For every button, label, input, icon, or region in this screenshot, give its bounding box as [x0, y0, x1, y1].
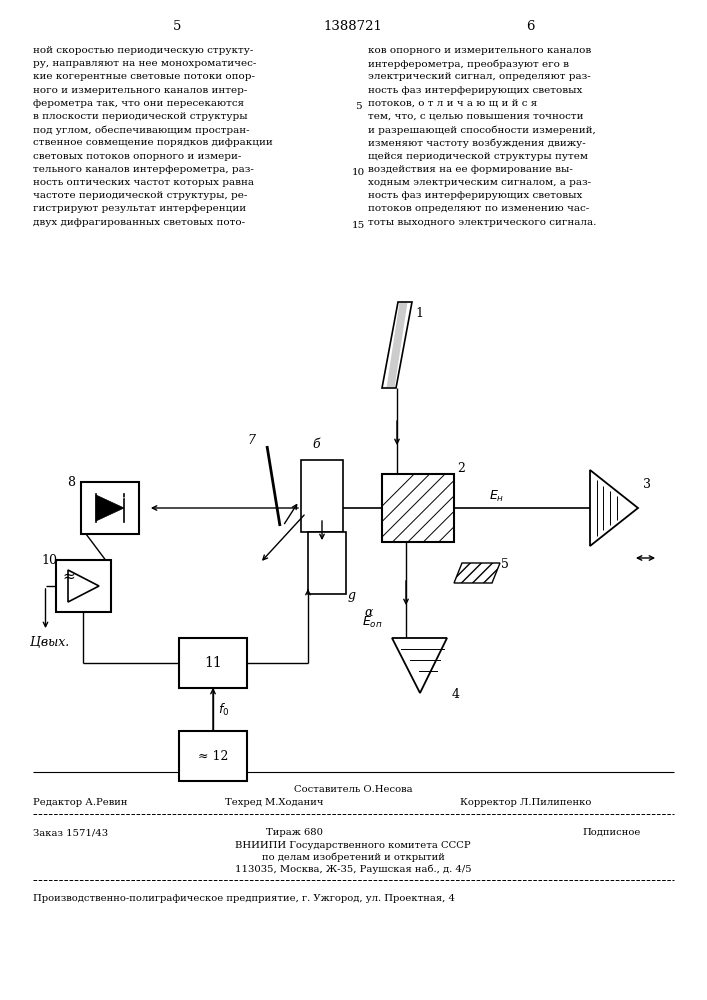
- Text: щейся периодической структуры путем: щейся периодической структуры путем: [368, 152, 588, 161]
- Text: 5: 5: [501, 558, 509, 571]
- Bar: [81, 482, 139, 534]
- Text: гистрируют результат интерференции: гистрируют результат интерференции: [33, 204, 246, 213]
- Text: 6: 6: [526, 19, 534, 32]
- Text: 10: 10: [351, 168, 365, 177]
- Polygon shape: [454, 563, 500, 583]
- Text: ≈ 12: ≈ 12: [198, 750, 228, 762]
- Text: Редактор А.Ревин: Редактор А.Ревин: [33, 798, 127, 807]
- Bar: [179, 731, 247, 781]
- Text: потоков, о т л и ч а ю щ и й с я: потоков, о т л и ч а ю щ и й с я: [368, 99, 537, 108]
- Text: ность оптических частот которых равна: ность оптических частот которых равна: [33, 178, 254, 187]
- Bar: [179, 638, 247, 688]
- Text: тоты выходного электрического сигнала.: тоты выходного электрического сигнала.: [368, 218, 597, 227]
- Text: тем, что, с целью повышения точности: тем, что, с целью повышения точности: [368, 112, 583, 121]
- Text: 11: 11: [204, 656, 222, 670]
- Text: воздействия на ее формирование вы-: воздействия на ее формирование вы-: [368, 165, 573, 174]
- Text: ного и измерительного каналов интер-: ного и измерительного каналов интер-: [33, 86, 247, 95]
- Text: 10: 10: [42, 554, 57, 567]
- Text: тельного каналов интерферометра, раз-: тельного каналов интерферометра, раз-: [33, 165, 254, 174]
- Text: и разрешающей способности измерений,: и разрешающей способности измерений,: [368, 125, 596, 135]
- Text: 3: 3: [643, 478, 651, 491]
- Text: Составитель О.Несова: Составитель О.Несова: [293, 785, 412, 794]
- Polygon shape: [68, 570, 99, 602]
- Polygon shape: [392, 638, 447, 693]
- Text: Тираж 680: Тираж 680: [267, 828, 324, 837]
- Text: 1388721: 1388721: [324, 19, 382, 32]
- Text: электрический сигнал, определяют раз-: электрический сигнал, определяют раз-: [368, 72, 591, 81]
- Bar: [56, 560, 110, 612]
- Text: Цвых.: Цвых.: [30, 636, 70, 649]
- Text: ≈: ≈: [62, 569, 75, 584]
- Text: ″: ″: [122, 496, 125, 505]
- Text: $f_0$: $f_0$: [218, 701, 229, 718]
- Text: под углом, обеспечивающим простран-: под углом, обеспечивающим простран-: [33, 125, 250, 135]
- Text: 15: 15: [351, 221, 365, 230]
- Bar: [301, 460, 343, 532]
- Text: кие когерентные световые потоки опор-: кие когерентные световые потоки опор-: [33, 72, 255, 81]
- Text: Производственно-полиграфическое предприятие, г. Ужгород, ул. Проектная, 4: Производственно-полиграфическое предприя…: [33, 894, 455, 903]
- Text: двух дифрагированных световых пото-: двух дифрагированных световых пото-: [33, 218, 245, 227]
- Polygon shape: [590, 470, 638, 546]
- Text: Корректор Л.Пилипенко: Корректор Л.Пилипенко: [460, 798, 591, 807]
- Text: ков опорного и измерительного каналов: ков опорного и измерительного каналов: [368, 46, 591, 55]
- Text: 1: 1: [415, 307, 423, 320]
- Text: α: α: [364, 606, 373, 619]
- Text: 8: 8: [67, 476, 75, 489]
- Text: 5: 5: [173, 19, 181, 32]
- Text: Заказ 1571/43: Заказ 1571/43: [33, 828, 108, 837]
- Text: по делам изобретений и открытий: по делам изобретений и открытий: [262, 853, 445, 862]
- Polygon shape: [382, 302, 412, 388]
- Text: 113035, Москва, Ж-35, Раушская наб., д. 4/5: 113035, Москва, Ж-35, Раушская наб., д. …: [235, 865, 472, 874]
- Text: интерферометра, преобразуют его в: интерферометра, преобразуют его в: [368, 59, 569, 69]
- Text: ВНИИПИ Государственного комитета СССР: ВНИИПИ Государственного комитета СССР: [235, 841, 471, 850]
- Polygon shape: [387, 303, 407, 387]
- Text: Подписное: Подписное: [583, 828, 641, 837]
- Text: в плоскости периодической структуры: в плоскости периодической структуры: [33, 112, 247, 121]
- Text: ферометра так, что они пересекаются: ферометра так, что они пересекаются: [33, 99, 244, 108]
- Text: Техред М.Ходанич: Техред М.Ходанич: [225, 798, 324, 807]
- Text: изменяют частоту возбуждения движу-: изменяют частоту возбуждения движу-: [368, 138, 586, 148]
- Polygon shape: [96, 495, 124, 521]
- Text: ру, направляют на нее монохроматичес-: ру, направляют на нее монохроматичес-: [33, 59, 257, 68]
- Text: 2: 2: [457, 462, 465, 475]
- Text: световых потоков опорного и измери-: световых потоков опорного и измери-: [33, 152, 241, 161]
- Text: 7: 7: [247, 434, 255, 447]
- Text: $E_{оп}$: $E_{оп}$: [362, 615, 382, 630]
- Bar: [308, 532, 346, 594]
- Text: ность фаз интерферирующих световых: ность фаз интерферирующих световых: [368, 191, 583, 200]
- Text: ходным электрическим сигналом, а раз-: ходным электрическим сигналом, а раз-: [368, 178, 591, 187]
- Text: ность фаз интерферирующих световых: ность фаз интерферирующих световых: [368, 86, 583, 95]
- Text: $E_н$: $E_н$: [489, 489, 504, 504]
- Bar: [382, 474, 454, 542]
- Text: потоков определяют по изменению час-: потоков определяют по изменению час-: [368, 204, 589, 213]
- Text: ной скоростью периодическую структу-: ной скоростью периодическую структу-: [33, 46, 253, 55]
- Text: 5: 5: [355, 102, 361, 111]
- Text: g: g: [348, 589, 356, 602]
- Text: ственное совмещение порядков дифракции: ственное совмещение порядков дифракции: [33, 138, 273, 147]
- Text: 4: 4: [452, 688, 460, 701]
- Text: б: б: [312, 438, 320, 451]
- Text: частоте периодической структуры, ре-: частоте периодической структуры, ре-: [33, 191, 247, 200]
